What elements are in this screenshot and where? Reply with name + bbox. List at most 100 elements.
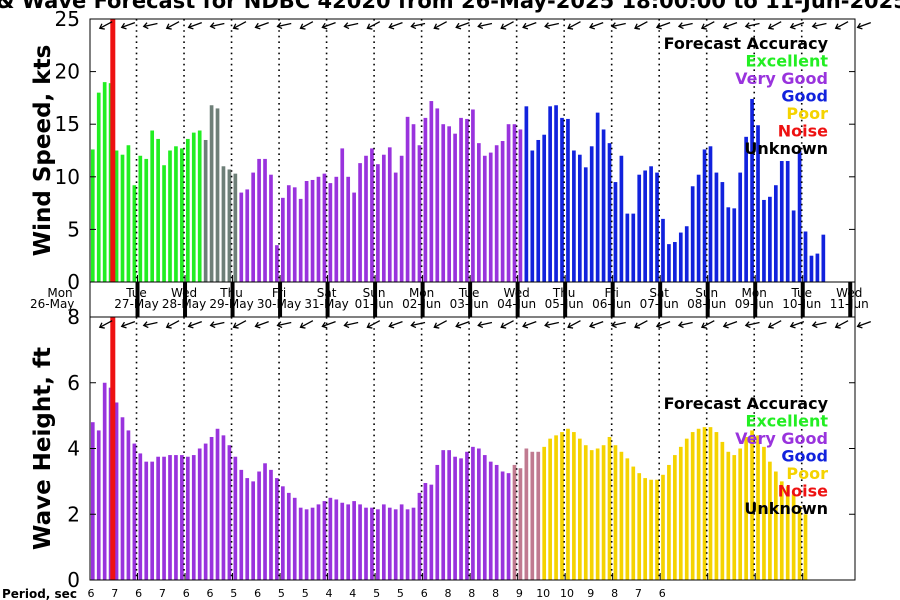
wind-bar [286, 185, 291, 282]
arrow-shaft [835, 320, 849, 328]
direction-arrow-icon [634, 320, 648, 329]
direction-arrow-icon [856, 21, 872, 30]
direction-arrow-icon [321, 320, 336, 329]
period-value: 8 [492, 587, 499, 600]
direction-arrow-icon [343, 321, 359, 329]
wave-bar [471, 446, 475, 580]
arrow-shaft [500, 21, 514, 29]
arrow-head [477, 22, 484, 30]
wave-bar [613, 445, 618, 580]
direction-arrow-icon [276, 321, 292, 329]
wind-bar [773, 185, 778, 282]
direction-arrow-icon [744, 321, 760, 329]
wave-bar [352, 501, 356, 580]
arrow-shaft [768, 21, 782, 29]
direction-arrow-icon [410, 22, 426, 30]
wind-bar [465, 118, 469, 282]
legend-item: Poor [786, 104, 828, 123]
wave-bar [773, 471, 778, 580]
wave-bar [649, 479, 653, 580]
period-value: 6 [254, 587, 261, 600]
arrow-head [455, 22, 462, 30]
wave-bar [506, 473, 511, 580]
wind-bar [96, 92, 101, 282]
day-separator [230, 282, 235, 317]
wind-bar [494, 145, 499, 282]
day-band-frame [89, 281, 856, 318]
wave-bar [405, 509, 410, 580]
direction-arrow-icon [589, 21, 604, 30]
wind-bar [227, 169, 232, 282]
wave-bar [530, 451, 535, 580]
wind-bar [643, 170, 647, 282]
arrow-head [722, 321, 729, 329]
legend-title: Forecast Accuracy [664, 34, 829, 53]
wave-bar [381, 504, 386, 580]
legend-item: Poor [786, 464, 828, 483]
wind-bar [215, 108, 220, 282]
wave-bar [275, 478, 279, 580]
arrow-shaft [790, 320, 805, 328]
day-name-label: Tue [458, 286, 480, 300]
wave-bar [185, 456, 190, 580]
wave-bar [346, 504, 351, 580]
direction-arrow-icon [477, 321, 493, 329]
arrow-shaft [522, 320, 537, 328]
wind-bar [435, 108, 440, 282]
arrow-shaft [389, 320, 403, 328]
arrow-head [634, 322, 641, 329]
day-separator [468, 282, 473, 317]
arrow-shaft [723, 320, 738, 328]
day-name-label: Wed [836, 286, 862, 300]
arrow-shaft [434, 320, 447, 328]
direction-arrow-icon [142, 321, 158, 329]
legend-item: Very Good [735, 429, 828, 448]
arrow-head [811, 321, 818, 329]
wind-bar [471, 109, 475, 282]
arrow-shaft [143, 321, 158, 327]
wave-bar [257, 471, 261, 580]
arrow-head [834, 322, 841, 329]
wave-bar [251, 481, 255, 581]
wave-bar [477, 448, 481, 580]
arrow-shaft [634, 21, 648, 29]
arrow-shaft [567, 320, 581, 328]
wind-bar [791, 210, 796, 282]
arrow-shaft [678, 321, 693, 327]
wind-bar [269, 174, 273, 282]
arrow-head [567, 322, 574, 329]
wave-bar [512, 464, 517, 580]
y-tick-label: 15 [55, 112, 80, 136]
wind-bar [364, 155, 368, 282]
period-value: 9 [516, 587, 523, 600]
direction-arrow-icon [610, 22, 626, 30]
wind-bar [197, 130, 202, 282]
direction-arrow-icon [767, 21, 782, 30]
legend-item: Excellent [746, 412, 829, 431]
wind-bar [180, 148, 184, 282]
wave-bar [696, 428, 701, 580]
arrow-head [589, 321, 595, 329]
arrow-head [433, 23, 440, 30]
arrow-head [254, 22, 261, 30]
day-date-label: 31-May [304, 297, 348, 311]
wind-bar [387, 147, 392, 282]
arrow-head [142, 22, 149, 30]
arrow-head [187, 22, 194, 30]
direction-arrow-icon [232, 21, 247, 30]
wind-bar [411, 124, 416, 282]
wave-bar [756, 435, 760, 580]
wave-bar [114, 402, 119, 580]
arrow-head [187, 321, 194, 329]
direction-arrow-icon [789, 320, 805, 329]
direction-arrow-icon [522, 320, 537, 329]
wind-bar [667, 244, 671, 282]
arrow-head [299, 322, 306, 329]
direction-arrow-icon [187, 21, 203, 30]
wave-bar [376, 509, 380, 580]
wave-bar [607, 436, 612, 580]
arrow-head [477, 321, 484, 329]
legend-item: Good [781, 447, 828, 466]
wave-bar [708, 427, 713, 580]
arrow-head [544, 22, 550, 30]
